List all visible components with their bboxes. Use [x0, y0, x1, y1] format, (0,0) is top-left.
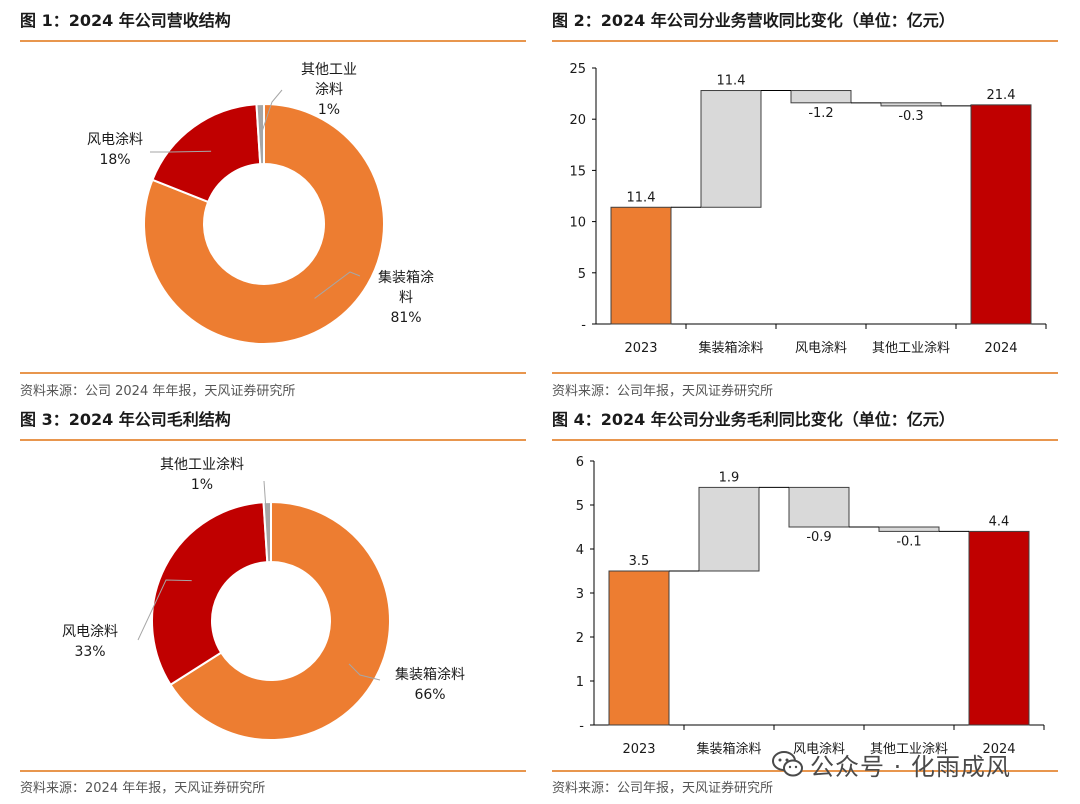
leader-line-0 — [348, 663, 381, 681]
figure-3-panel: 图 3：2024 年公司毛利结构 集装箱涂料 66% 风电涂料 33% 其他工业涂料 1%… — [20, 405, 526, 801]
wechat-icon — [772, 751, 803, 777]
bar-value-label-0: 3.5 — [629, 554, 650, 569]
bar-3 — [878, 526, 940, 532]
figure-4-panel: 图 4：2024 年公司分业务毛利同比变化（单位：亿元） - 1 2 3 4 5 6 3.5 2… — [552, 405, 1058, 801]
bar-value-label-0: 11.4 — [627, 190, 656, 205]
slice-percent-label-2: 1% — [191, 477, 213, 493]
slice-category-label-0: 集装箱涂料 — [395, 666, 465, 683]
bar-1 — [700, 90, 762, 208]
slice-category-label-1: 风电涂料 — [87, 132, 143, 148]
bar-0 — [610, 206, 672, 325]
figure-1-panel: 图 1：2024 年公司营收结构 集装箱涂料 81% 风电涂料 18% 其他工业涂料 1%… — [20, 6, 526, 400]
watermark: 公众号 · 化雨成风 — [772, 744, 1062, 784]
figure-3-donut-chart: 集装箱涂料 66% 风电涂料 33% 其他工业涂料 1% — [62, 457, 465, 741]
figure-2-waterfall-chart: - 5 10 15 20 25 11.4 2023 11.4 集装箱涂料 -1.2 风电涂料 -0.3 其… — [569, 62, 1047, 356]
figure-2-title-rule — [552, 40, 1058, 42]
y-tick-label-5: 5 — [576, 499, 584, 514]
slice-percent-label-1: 18% — [99, 152, 130, 168]
figure-3-source-rule — [20, 770, 526, 772]
donut-slice-0 — [143, 102, 385, 345]
leader-line-0 — [314, 271, 361, 299]
bar-value-label-2: -0.9 — [806, 530, 831, 545]
bar-3 — [880, 102, 942, 107]
figure-2-source: 资料来源：公司年报，天风证券研究所 — [552, 384, 774, 399]
y-tick-label-2: 2 — [576, 631, 584, 646]
x-tick-label-0: 2023 — [624, 341, 657, 356]
leader-line-1 — [137, 579, 192, 641]
bar-value-label-4: 4.4 — [989, 514, 1010, 529]
figure-3-title: 图 3：2024 年公司毛利结构 — [20, 410, 231, 429]
slice-category-label-2: 其他工业涂料 — [160, 457, 244, 473]
x-tick-label-3: 其他工业涂料 — [870, 741, 948, 757]
donut-slice-2 — [262, 500, 272, 564]
bar-value-label-3: -0.3 — [898, 109, 923, 124]
slice-category-label-2: 其他工业 — [301, 62, 357, 78]
figure-4-source: 资料来源：公司年报，天风证券研究所 — [552, 781, 774, 796]
figure-4-title: 图 4：2024 年公司分业务毛利同比变化（单位：亿元） — [552, 410, 955, 429]
bar-value-label-4: 21.4 — [987, 88, 1016, 103]
bar-1 — [698, 486, 760, 572]
donut-slice-0 — [169, 500, 391, 741]
y-tick-label-0: - — [581, 318, 586, 333]
y-tick-label-6: 6 — [576, 455, 584, 470]
figure-2-title: 图 2：2024 年公司分业务营收同比变化（单位：亿元） — [552, 11, 955, 30]
x-tick-label-1: 集装箱涂料 — [696, 741, 761, 757]
y-tick-label-1: 1 — [576, 675, 584, 690]
donut-slice-1 — [151, 103, 262, 204]
bar-2 — [788, 486, 850, 528]
figure-1-title: 图 1：2024 年公司营收结构 — [20, 11, 231, 30]
leader-line-1 — [150, 150, 212, 153]
figure-1-title-rule — [20, 40, 526, 42]
slice-percent-label-0: 66% — [414, 687, 445, 703]
watermark-text: 公众号 · 化雨成风 — [810, 752, 1011, 781]
slice-percent-label-1: 33% — [74, 644, 105, 660]
slice-percent-label-0: 81% — [390, 310, 421, 326]
figure-4-waterfall-chart: - 1 2 3 4 5 6 3.5 2023 1.9 集装箱涂料 -0.9 风电涂料 -0.1 其他工业涂料… — [576, 455, 1045, 757]
figure-4-source-rule — [552, 770, 1058, 772]
y-tick-label-5: 25 — [569, 62, 586, 77]
donut-slice-1 — [151, 501, 269, 687]
bar-value-label-1: 11.4 — [717, 74, 746, 89]
bar-0 — [608, 570, 670, 726]
figure-1-source-rule — [20, 372, 526, 374]
donut-slice-2 — [255, 102, 265, 166]
x-tick-label-3: 其他工业涂料 — [872, 340, 950, 356]
x-tick-label-4: 2024 — [982, 742, 1015, 757]
slice-percent-label-2: 1% — [318, 102, 340, 118]
y-tick-label-4: 20 — [569, 113, 586, 128]
bar-2 — [790, 90, 852, 104]
x-tick-label-0: 2023 — [622, 742, 655, 757]
figure-1-source: 资料来源：公司 2024 年年报，天风证券研究所 — [20, 384, 296, 399]
slice-category-label-1: 风电涂料 — [62, 624, 118, 640]
bar-4 — [970, 104, 1032, 325]
bar-value-label-1: 1.9 — [719, 470, 740, 485]
y-tick-label-1: 5 — [578, 267, 586, 282]
figure-4-title-rule — [552, 439, 1058, 441]
leader-line-2 — [263, 480, 269, 533]
x-tick-label-2: 风电涂料 — [795, 340, 847, 356]
bar-value-label-2: -1.2 — [808, 106, 833, 121]
x-tick-label-2: 风电涂料 — [793, 741, 845, 757]
slice-category-label-0: 集装箱涂 — [378, 269, 434, 286]
bar-value-label-3: -0.1 — [896, 534, 921, 549]
x-tick-label-1: 集装箱涂料 — [698, 340, 763, 356]
y-tick-label-2: 10 — [569, 216, 586, 231]
slice-category-label-0: 料 — [399, 290, 413, 306]
x-tick-label-4: 2024 — [984, 341, 1017, 356]
y-tick-label-3: 15 — [569, 164, 586, 179]
y-tick-label-3: 3 — [576, 587, 584, 602]
bar-4 — [968, 530, 1030, 726]
figure-2-panel: 图 2：2024 年公司分业务营收同比变化（单位：亿元） - 5 10 15 20 25 1… — [552, 6, 1058, 400]
figure-3-source: 资料来源：2024 年年报，天风证券研究所 — [20, 781, 266, 796]
figure-3-title-rule — [20, 439, 526, 441]
y-tick-label-0: - — [579, 719, 584, 734]
figure-1-donut-chart: 集装箱涂料 81% 风电涂料 18% 其他工业涂料 1% — [87, 62, 434, 345]
slice-category-label-2: 涂料 — [315, 82, 343, 98]
leader-line-2 — [260, 89, 283, 135]
y-tick-label-4: 4 — [576, 543, 584, 558]
figure-2-source-rule — [552, 372, 1058, 374]
